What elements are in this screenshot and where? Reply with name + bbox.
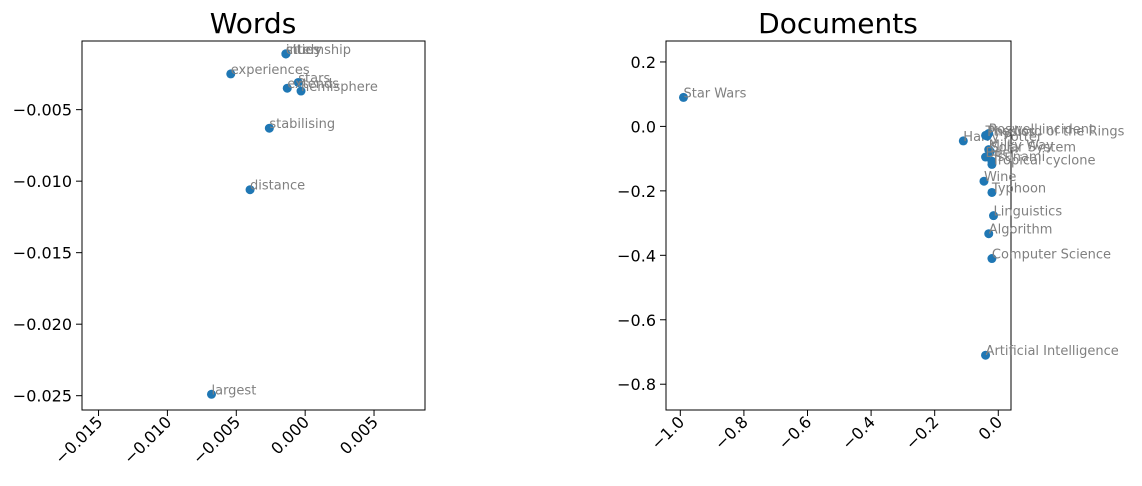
words-point-label: study bbox=[286, 43, 322, 58]
documents-x-tick-label: −1.0 bbox=[647, 412, 688, 453]
documents-point-label: Typhoon bbox=[991, 181, 1046, 196]
words-y-tick-label: −0.025 bbox=[13, 387, 72, 406]
documents-point-label: Wine bbox=[984, 170, 1016, 185]
documents-point bbox=[958, 136, 968, 146]
documents-point bbox=[981, 350, 991, 360]
words-y-tick-label: −0.010 bbox=[13, 172, 72, 191]
documents-point bbox=[678, 92, 688, 102]
words-point-label: stabilising bbox=[269, 117, 335, 132]
words-point-label: internship bbox=[286, 43, 351, 58]
documents-point-label: Artificial Intelligence bbox=[986, 344, 1119, 359]
documents-chart: Documents −1.0 −0.8 −0.6 −0.4 −0.2 0.00.20.0−… bbox=[617, 7, 1124, 453]
words-axes: −0.015 −0.010 −0.005 0.000 0.005 −0.005 −0.010… bbox=[13, 101, 382, 468]
documents-y-tick-label: 0.0 bbox=[631, 117, 656, 136]
words-point-label: experiences bbox=[231, 63, 310, 78]
words-x-tick-label: −0.015 bbox=[51, 412, 106, 467]
documents-axes: −1.0 −0.8 −0.6 −0.4 −0.2 0.0 0.2 0.0 −0.2 −0.4 −0.… bbox=[617, 53, 1006, 453]
documents-chart-title: Documents bbox=[758, 7, 918, 40]
words-point-label: largest bbox=[211, 383, 256, 398]
documents-point bbox=[989, 211, 999, 221]
documents-point-label: Tsunami bbox=[991, 150, 1045, 165]
documents-point bbox=[982, 131, 992, 141]
words-point-label: cities bbox=[286, 43, 320, 58]
words-point bbox=[281, 49, 291, 59]
documents-point bbox=[984, 229, 994, 239]
documents-point bbox=[987, 187, 997, 197]
documents-y-tick-label: −0.2 bbox=[617, 182, 656, 201]
words-point bbox=[293, 77, 303, 87]
words-x-tick-label: −0.005 bbox=[189, 412, 244, 467]
documents-point-label: Physics bbox=[987, 125, 1035, 140]
documents-point bbox=[981, 152, 991, 162]
documents-y-tick-label: 0.2 bbox=[631, 53, 656, 72]
words-y-tick-label: −0.015 bbox=[13, 244, 72, 263]
documents-point bbox=[987, 159, 997, 169]
words-points: internshipstudycitiesexperiencesstarsext… bbox=[206, 43, 378, 399]
words-x-tick-label: 0.005 bbox=[336, 412, 382, 458]
words-point-label: hemisphere bbox=[301, 80, 378, 95]
words-x-tick-label: −0.010 bbox=[120, 412, 175, 467]
documents-point-label: Roswell incident bbox=[989, 122, 1094, 137]
documents-x-tick-label: −0.4 bbox=[838, 412, 879, 453]
documents-point-label: The Lord of the Rings bbox=[985, 124, 1125, 139]
words-chart-title: Words bbox=[210, 7, 297, 40]
documents-point-label: Star Wars bbox=[683, 86, 746, 101]
documents-plot-frame bbox=[665, 40, 1012, 411]
words-point-label: stars bbox=[298, 71, 330, 86]
documents-point bbox=[979, 176, 989, 186]
words-point bbox=[282, 83, 292, 93]
documents-point-label: Milky Way bbox=[989, 139, 1054, 154]
documents-y-tick-label: −0.4 bbox=[617, 246, 656, 265]
words-point bbox=[206, 389, 216, 399]
documents-point-label: Tropical cyclone bbox=[991, 153, 1096, 168]
documents-x-tick-label: 0.0 bbox=[975, 412, 1006, 443]
documents-y-tick-label: −0.8 bbox=[617, 375, 656, 394]
documents-point-label: Solar System bbox=[990, 141, 1076, 156]
documents-point-label: Linguistics bbox=[994, 205, 1063, 220]
words-y-tick-label: −0.020 bbox=[13, 315, 72, 334]
documents-point-label: Computer Science bbox=[992, 248, 1111, 263]
words-point bbox=[264, 123, 274, 133]
words-x-tick-label: 0.000 bbox=[267, 412, 313, 458]
documents-y-tick-label: −0.6 bbox=[617, 311, 656, 330]
documents-point bbox=[987, 254, 997, 264]
documents-x-tick-label: −0.2 bbox=[902, 412, 943, 453]
documents-x-tick-label: −0.8 bbox=[711, 412, 752, 453]
words-point-label: distance bbox=[250, 179, 305, 194]
documents-point-label: Algorithm bbox=[989, 223, 1053, 238]
words-point bbox=[245, 185, 255, 195]
words-point bbox=[296, 86, 306, 96]
words-plot-frame bbox=[81, 40, 426, 411]
documents-x-tick-label: −0.6 bbox=[774, 412, 815, 453]
words-point bbox=[226, 69, 236, 79]
words-chart: Words −0.015 −0.010 −0.005 0.000 0.005 −0.005… bbox=[13, 7, 426, 468]
words-y-tick-label: −0.005 bbox=[13, 101, 72, 120]
